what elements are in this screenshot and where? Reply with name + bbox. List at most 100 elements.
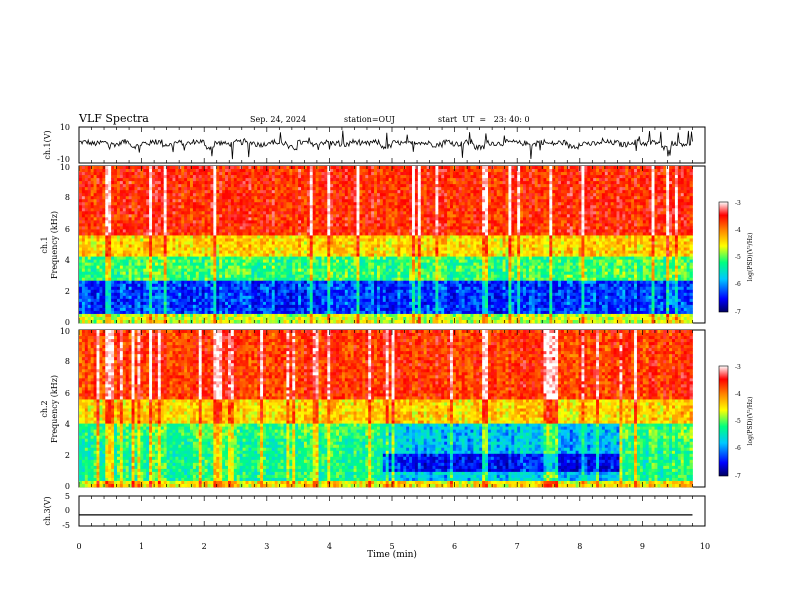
spectrogram-ch1-cell (181, 199, 185, 203)
spectrogram-ch1-cell (216, 265, 220, 270)
spectrogram-ch1-cell (99, 277, 103, 282)
spectrogram-ch1-cell (344, 292, 349, 297)
spectrogram-ch1-cell (280, 283, 284, 288)
spectrogram-ch1-cell (263, 319, 267, 324)
spectrogram-ch1-cell (84, 223, 89, 227)
spectrogram-ch1-cell (318, 208, 322, 212)
spectrogram-ch1-cell (169, 202, 173, 206)
spectrogram-ch1-cell (260, 193, 264, 197)
spectrogram-ch1-cell (169, 211, 173, 215)
spectrogram-ch1-cell (128, 169, 132, 173)
spectrogram-ch1-cell (263, 181, 267, 185)
spectrogram-ch1-cell (315, 196, 319, 200)
spectrogram-ch1-cell (128, 178, 132, 182)
spectrogram-ch1-cell (175, 262, 179, 267)
spectrogram-ch1-cell (163, 265, 168, 270)
spectrogram-ch1-cell (315, 271, 319, 276)
spectrogram-ch1-cell (242, 184, 246, 188)
spectrogram-ch1-cell (306, 217, 311, 221)
spectrogram-ch1-cell (298, 232, 302, 236)
spectrogram-ch1-cell (239, 184, 243, 188)
spectrogram-ch1-cell (301, 295, 305, 300)
spectrogram-ch1-cell (283, 292, 287, 297)
spectrogram-ch1-cell (347, 211, 352, 215)
spectrogram-ch1-cell (350, 244, 354, 248)
spectrogram-ch1-cell (315, 217, 319, 221)
spectrogram-ch1-cell (198, 310, 203, 315)
spectrogram-ch1-cell (347, 169, 352, 173)
spectrogram-ch1-cell (268, 175, 273, 179)
spectrogram-ch1-cell (93, 289, 97, 294)
spectrogram-ch1-cell (116, 178, 121, 182)
spectrogram-ch1-cell (122, 316, 127, 321)
spectrogram-ch1-cell (140, 319, 144, 324)
spectrogram-ch1-cell (315, 286, 319, 291)
spectrogram-ch1-cell (111, 283, 115, 288)
spectrogram-ch1-cell (198, 229, 203, 233)
spectrogram-ch1-cell (152, 181, 156, 185)
spectrogram-ch1-cell (239, 295, 243, 300)
spectrogram-ch1-cell (222, 238, 226, 242)
spectrogram-ch1-cell (309, 316, 314, 321)
spectrogram-ch1-cell (175, 247, 179, 251)
spectrogram-ch1-cell (96, 316, 100, 321)
spectrogram-ch1-cell (257, 265, 261, 270)
spectrogram-ch1-cell (347, 205, 352, 209)
spectrogram-ch1-cell (169, 241, 173, 245)
spectrogram-ch1-cell (324, 268, 328, 273)
spectrogram-ch1-cell (216, 205, 220, 209)
spectrogram-ch1-cell (315, 175, 319, 179)
spectrogram-ch1-cell (219, 259, 223, 264)
spectrogram-ch1-cell (222, 289, 226, 294)
spectrogram-ch1-cell (184, 256, 188, 260)
spectrogram-ch1-cell (79, 175, 83, 179)
spectrogram-ch1-cell (353, 262, 357, 267)
spectrogram-ch1-cell (187, 268, 191, 273)
spectrogram-ch1-cell (175, 250, 179, 254)
spectrogram-ch1-cell (344, 262, 349, 267)
spectrogram-ch1-cell (90, 283, 95, 288)
spectrogram-ch1-cell (114, 304, 118, 309)
spectrogram-ch1-cell (254, 244, 258, 248)
spectrogram-ch1-cell (163, 256, 168, 260)
spectrogram-ch1-cell (81, 256, 86, 260)
spectrogram-ch1-cell (160, 229, 165, 233)
spectrogram-ch1-cell (230, 232, 235, 236)
spectrogram-ch1-cell (210, 256, 214, 260)
spectrogram-ch1-cell (321, 313, 325, 318)
spectrogram-ch1-cell (339, 193, 343, 197)
spectrogram-ch1-cell (125, 241, 130, 245)
spectrogram-ch1-cell (347, 298, 352, 303)
spectrogram-ch1-cell (333, 244, 337, 248)
spectrogram-ch1-cell (341, 202, 346, 206)
spectrogram-ch1-cell (324, 277, 328, 282)
spectrogram-ch1-cell (122, 235, 127, 239)
spectrogram-ch1-cell (260, 268, 264, 273)
spectrogram-ch1-cell (163, 316, 168, 321)
spectrogram-ch1-cell (254, 286, 258, 291)
spectrogram-ch1-cell (286, 199, 290, 203)
spectrogram-ch1-cell (192, 232, 197, 236)
spectrogram-ch1-cell (195, 265, 200, 270)
spectrogram-ch1-cell (175, 313, 179, 318)
spectrogram-ch1-cell (187, 229, 191, 233)
spectrogram-ch1-cell (271, 253, 276, 257)
spectrogram-ch1-cell (152, 283, 156, 288)
spectrogram-ch1-cell (248, 211, 252, 215)
spectrogram-ch1-cell (160, 208, 165, 212)
spectrogram-ch1-cell (119, 241, 124, 245)
spectrogram-ch1-cell (344, 166, 349, 170)
spectrogram-ch1-cell (163, 271, 168, 276)
spectrogram-ch1-cell (306, 262, 311, 267)
spectrogram-ch1-cell (96, 274, 100, 279)
spectrogram-ch1-cell (166, 298, 170, 303)
spectrogram-ch1-cell (225, 241, 229, 245)
spectrogram-ch1-cell (90, 307, 95, 312)
spectrogram-ch1-cell (163, 187, 168, 191)
spectrogram-ch1-cell (257, 256, 261, 260)
spectrogram-ch1-cell (154, 229, 159, 233)
spectrogram-ch1-cell (93, 262, 97, 267)
spectrogram-ch1-cell (210, 268, 214, 273)
spectrogram-ch1-cell (160, 319, 165, 324)
spectrogram-ch1-cell (213, 238, 217, 242)
